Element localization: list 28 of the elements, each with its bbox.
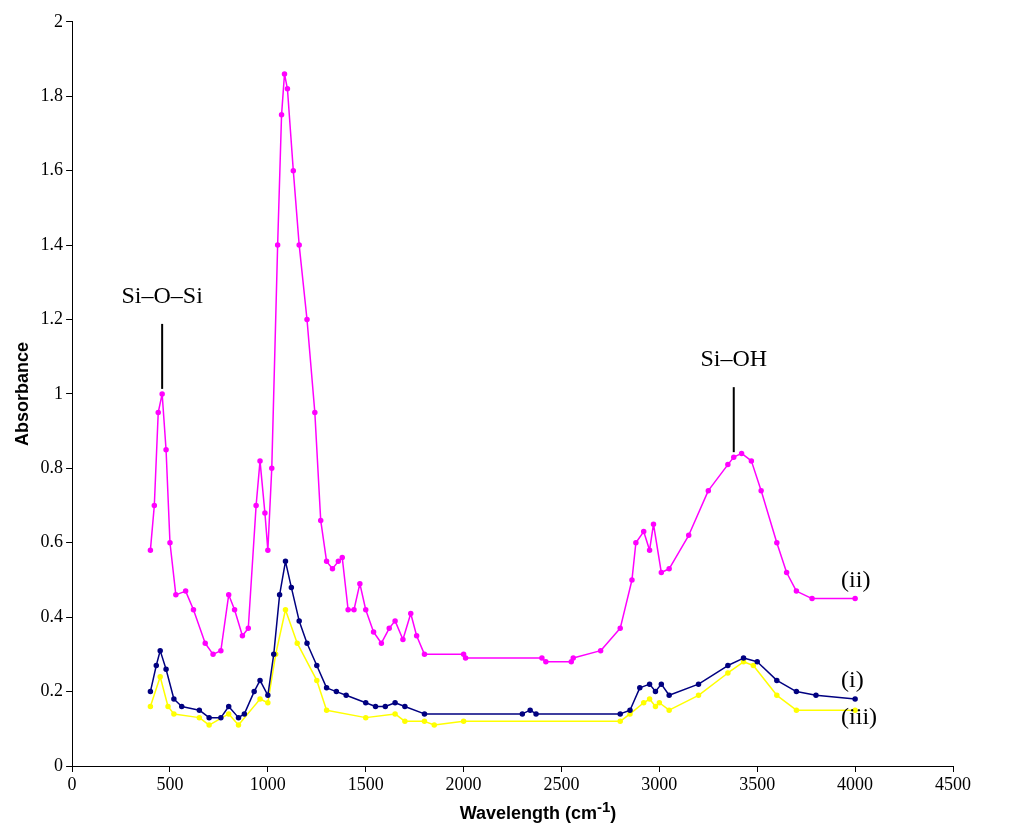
y-axis-title: Absorbance: [11, 341, 32, 446]
y-tick-label: 1.4: [40, 233, 64, 254]
y-tick-label: 0.8: [40, 457, 64, 478]
x-tick-label: 4500: [935, 773, 971, 794]
y-tick-label: 1.8: [40, 84, 64, 105]
x-tick-label: 2500: [543, 773, 580, 794]
x-tick-label: 3000: [641, 773, 678, 794]
y-tick-label: 1: [54, 382, 64, 403]
x-axis-title: Wavelength (cm$^{-1}$): [458, 798, 618, 824]
series-label: (iii): [841, 703, 878, 730]
x-tick-label: 500: [156, 773, 184, 794]
series-label: (ii): [841, 565, 871, 592]
y-tick-label: 1.6: [40, 159, 64, 180]
y-tick-label: 0.4: [40, 605, 64, 626]
annotation: Si–OH: [700, 345, 768, 372]
x-tick-label: 4000: [837, 773, 874, 794]
y-tick-label: 0.6: [40, 531, 64, 552]
x-tick-label: 0: [67, 773, 77, 794]
y-tick-label: 0: [54, 754, 64, 775]
x-tick-label: 1500: [347, 773, 384, 794]
y-tick-label: 1.2: [40, 308, 64, 329]
x-tick-label: 1000: [249, 773, 286, 794]
x-tick-label: 3500: [739, 773, 776, 794]
x-tick-label: 2000: [445, 773, 482, 794]
annotation: Si–O–Si: [121, 282, 204, 309]
series-label: (i): [841, 666, 864, 693]
y-tick-label: 2: [54, 10, 64, 31]
y-tick-label: 0.2: [40, 680, 64, 701]
